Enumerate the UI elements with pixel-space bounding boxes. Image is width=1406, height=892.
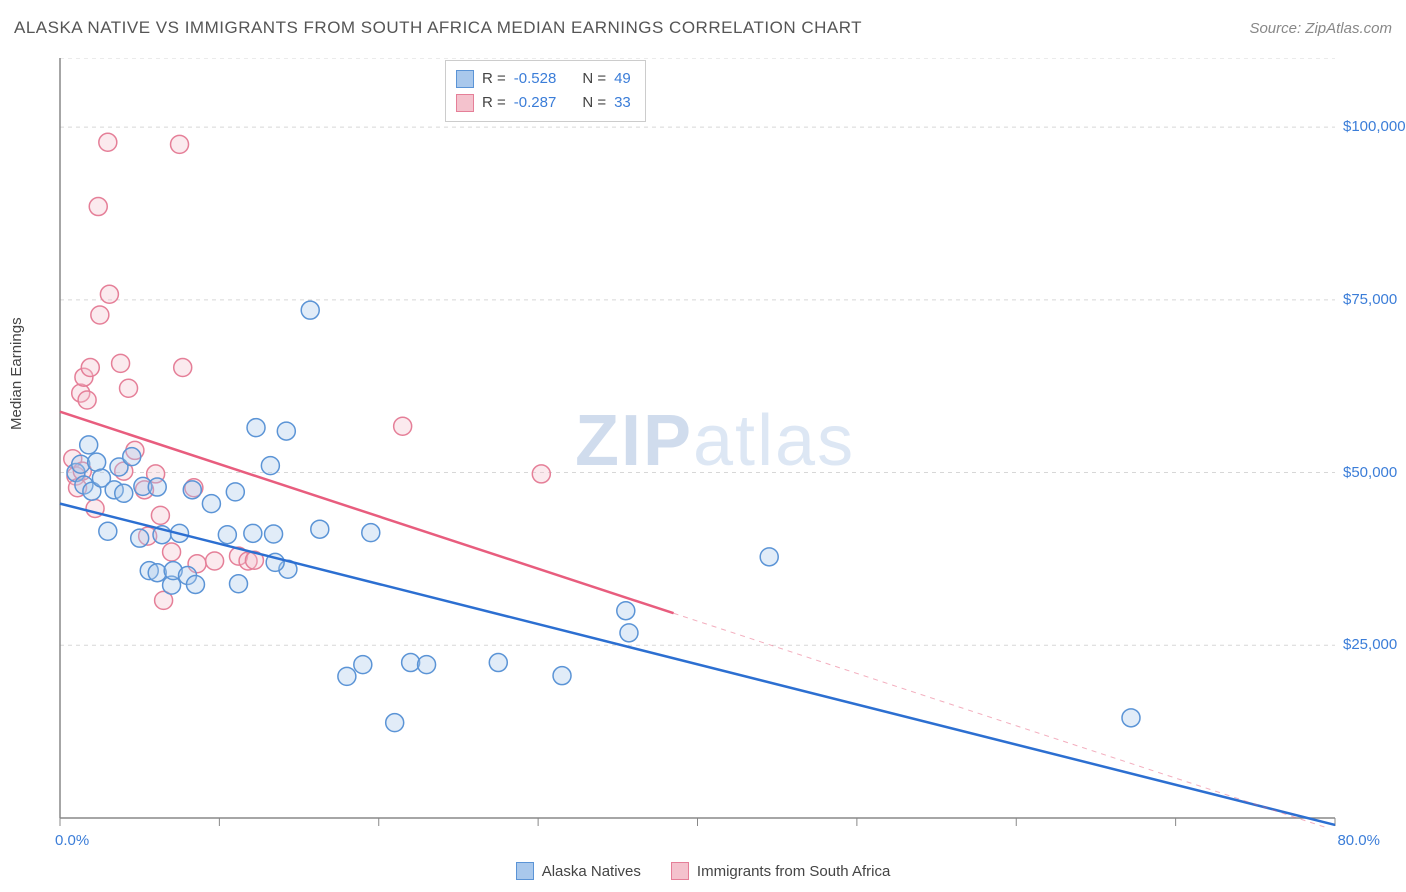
y-axis-label-75k: $75,000 <box>1343 291 1397 308</box>
bottom-swatch-0 <box>516 862 534 880</box>
stat-legend: R = -0.528 N = 49 R = -0.287 N = 33 <box>445 60 646 122</box>
n-label: N = <box>582 91 606 115</box>
x-axis-label-max: 80.0% <box>1337 832 1380 849</box>
chart-title: ALASKA NATIVE VS IMMIGRANTS FROM SOUTH A… <box>14 18 862 38</box>
stat-legend-row-1: R = -0.287 N = 33 <box>456 91 631 115</box>
n-label: N = <box>582 67 606 91</box>
stat-swatch-1 <box>456 94 474 112</box>
y-axis-label-25k: $25,000 <box>1343 636 1397 653</box>
n-value-1: 33 <box>614 91 631 115</box>
stat-swatch-0 <box>456 70 474 88</box>
bottom-legend: Alaska Natives Immigrants from South Afr… <box>0 862 1406 880</box>
r-value-1: -0.287 <box>514 91 557 115</box>
n-value-0: 49 <box>614 67 631 91</box>
r-value-0: -0.528 <box>514 67 557 91</box>
bottom-legend-label-0: Alaska Natives <box>542 863 641 880</box>
r-label: R = <box>482 91 506 115</box>
chart-plot-area <box>50 58 1385 828</box>
bottom-swatch-1 <box>671 862 689 880</box>
r-label: R = <box>482 67 506 91</box>
stat-legend-row-0: R = -0.528 N = 49 <box>456 67 631 91</box>
y-axis-label-50k: $50,000 <box>1343 464 1397 481</box>
bottom-legend-label-1: Immigrants from South Africa <box>697 863 890 880</box>
chart-svg <box>50 58 1385 828</box>
y-axis-label: Median Earnings <box>8 317 25 430</box>
bottom-legend-item-0: Alaska Natives <box>516 862 641 880</box>
chart-source: Source: ZipAtlas.com <box>1249 20 1392 37</box>
chart-header: ALASKA NATIVE VS IMMIGRANTS FROM SOUTH A… <box>14 18 1392 38</box>
bottom-legend-item-1: Immigrants from South Africa <box>671 862 890 880</box>
y-axis-label-100k: $100,000 <box>1343 118 1406 135</box>
x-axis-label-min: 0.0% <box>55 832 89 849</box>
